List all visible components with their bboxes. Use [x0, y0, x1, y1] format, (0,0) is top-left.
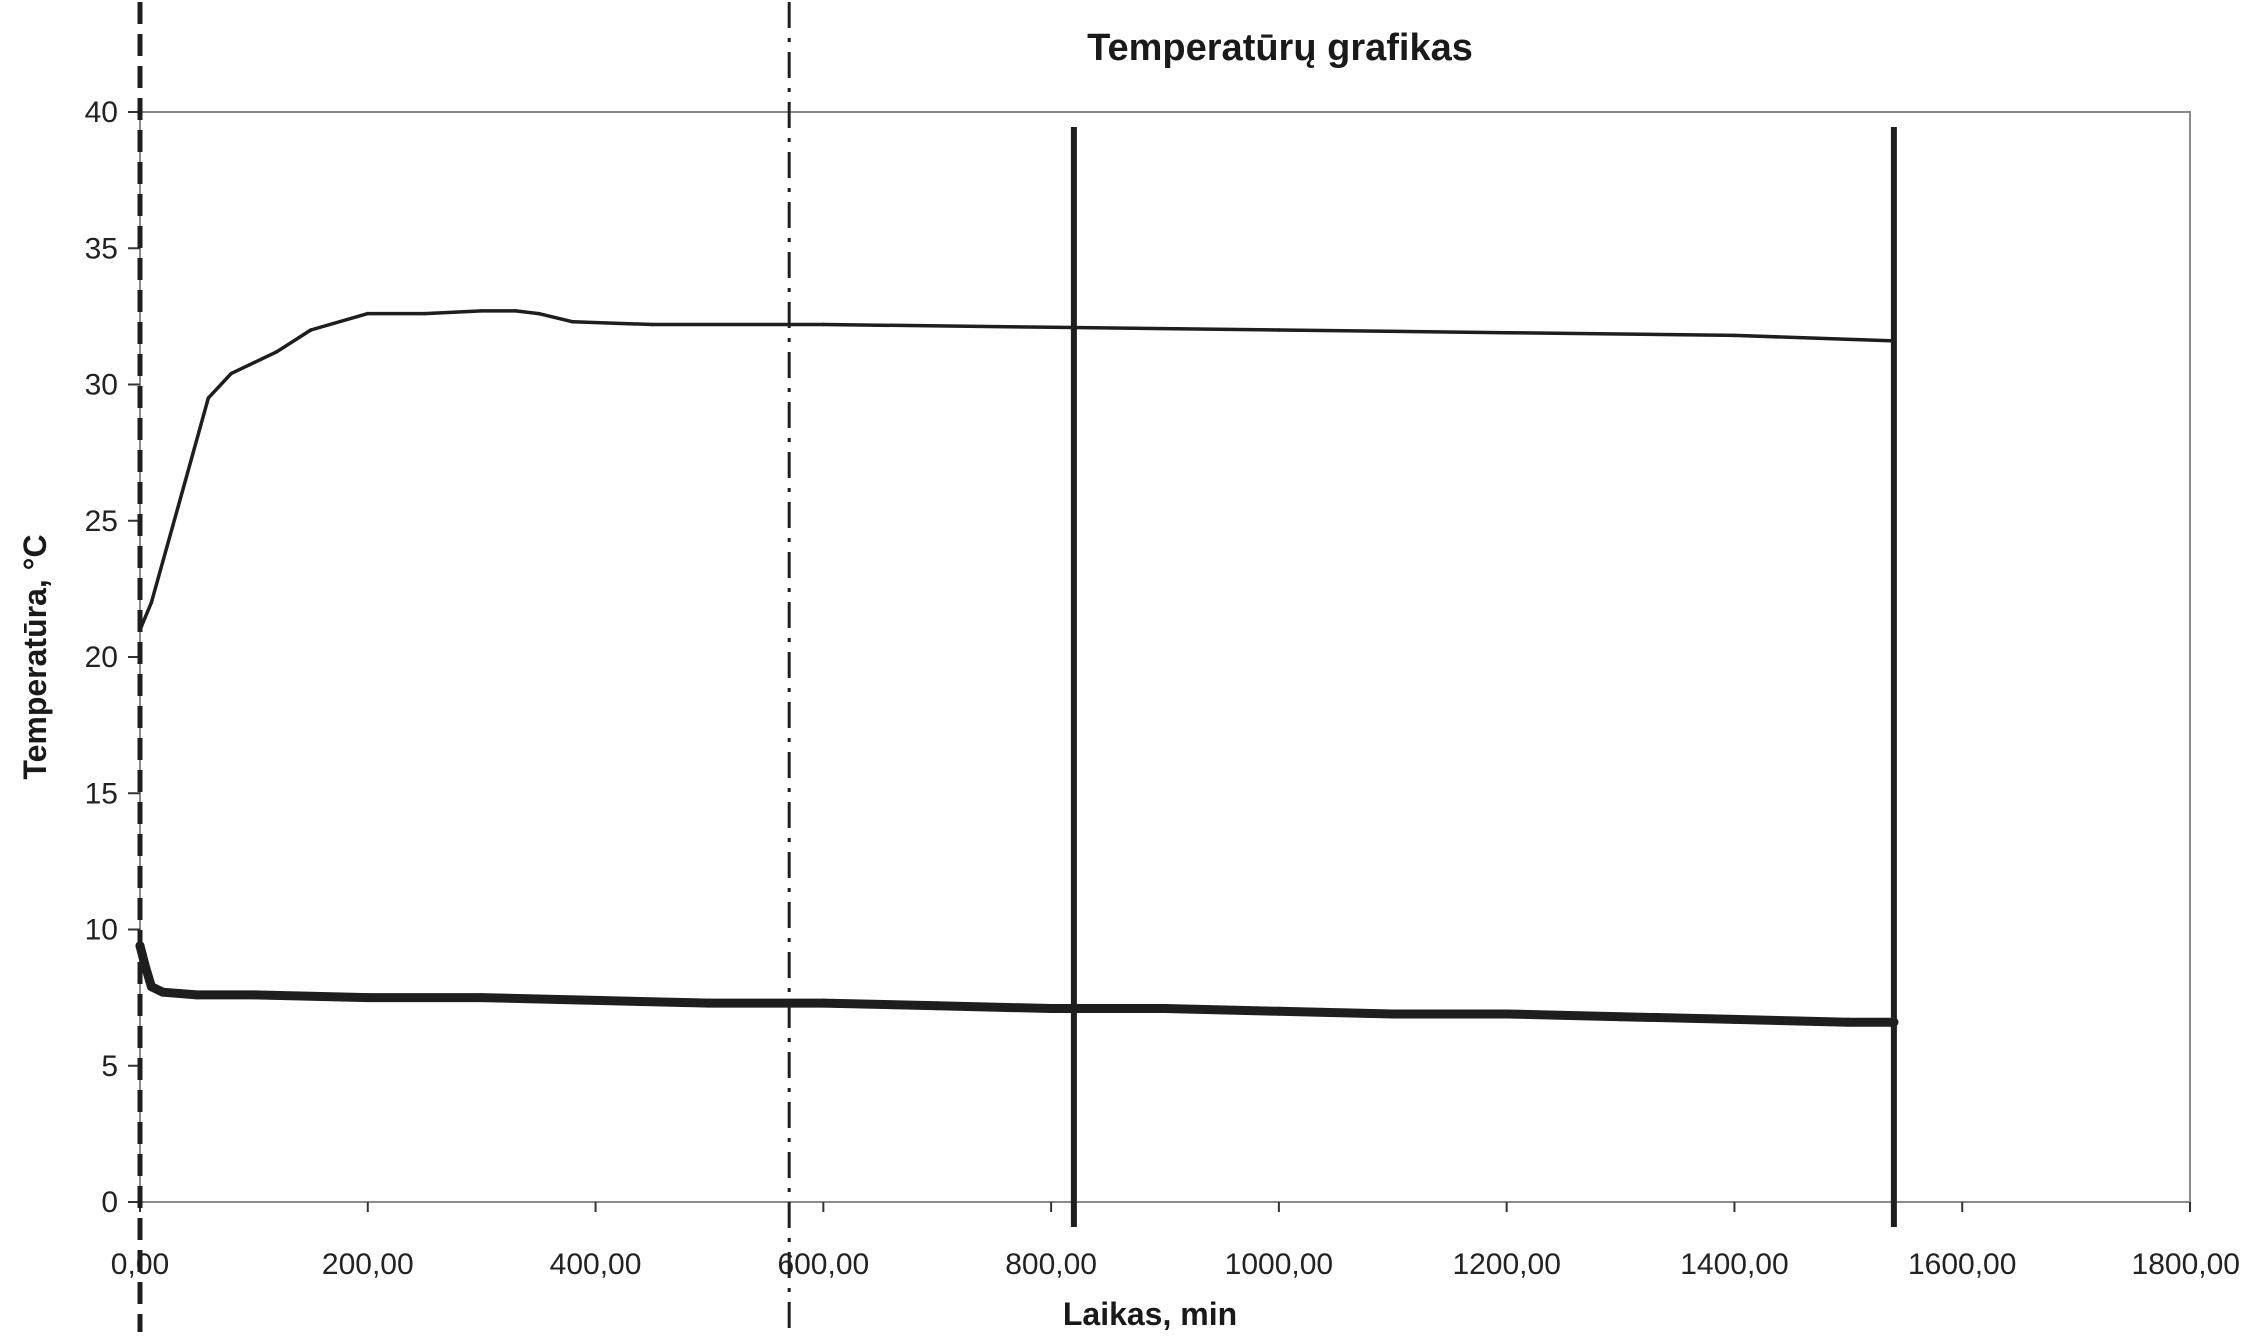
data-point [1049, 325, 1053, 330]
data-point [704, 998, 714, 1008]
data-point [821, 322, 826, 327]
data-point [1502, 1009, 1512, 1019]
x-tick-label: 800,00 [1005, 1248, 1097, 1281]
data-point [571, 320, 575, 324]
series-layer [135, 309, 1899, 1027]
y-tick-label: 0 [101, 1186, 118, 1219]
data-point [1729, 1014, 1739, 1024]
data-point [1843, 1017, 1853, 1027]
data-point [479, 309, 484, 313]
data-point [274, 350, 279, 354]
data-point [818, 998, 828, 1008]
y-tick-label: 15 [85, 777, 118, 810]
data-point [932, 1001, 942, 1011]
data-point [192, 990, 202, 1000]
x-axis-label: Laikas, min [1063, 1296, 1237, 1332]
data-point [149, 600, 154, 605]
y-axis-ticks: 0 5 10 15 20 25 30 35 40 [85, 96, 140, 1219]
y-axis-label: Temperatūra, °C [17, 534, 53, 779]
x-tick-label: 600,00 [777, 1248, 869, 1281]
y-tick-label: 5 [101, 1050, 118, 1083]
data-point [1504, 330, 1509, 335]
y-tick-label: 20 [85, 641, 118, 674]
vertical-markers [137, 2, 1897, 1332]
series-line-1 [138, 309, 1896, 632]
data-point [650, 322, 655, 327]
data-point [158, 987, 168, 997]
chart-title: Temperatūrų grafikas [1087, 27, 1473, 69]
y-tick-label: 35 [85, 232, 118, 265]
data-point [366, 311, 370, 316]
x-tick-label: 400,00 [550, 1248, 642, 1281]
data-point [1616, 1012, 1626, 1022]
data-point [146, 982, 156, 992]
y-tick-label: 10 [85, 914, 118, 947]
data-point [514, 309, 518, 313]
data-point [591, 995, 601, 1005]
data-point [1274, 1006, 1284, 1016]
x-axis-ticks: 0,00200,00400,00600,00800,001000,001200,… [111, 1202, 2240, 1281]
data-point [536, 311, 541, 316]
data-point [422, 311, 427, 316]
data-point [1160, 1004, 1170, 1014]
data-point [249, 990, 259, 1000]
x-tick-label: 200,00 [322, 1248, 414, 1281]
data-point [161, 559, 165, 564]
y-tick-label: 25 [85, 505, 118, 538]
data-point [229, 371, 233, 376]
data-point [1046, 1004, 1056, 1014]
data-point [183, 478, 188, 482]
data-point [141, 963, 151, 973]
y-tick-label: 30 [85, 369, 118, 402]
x-tick-label: 1400,00 [1680, 1248, 1788, 1281]
x-tick-label: 1600,00 [1908, 1248, 2016, 1281]
x-tick-label: 1200,00 [1452, 1248, 1560, 1281]
y-tick-label: 40 [85, 96, 118, 129]
x-tick-label: 1000,00 [1225, 1248, 1333, 1281]
data-point [1388, 1009, 1398, 1019]
x-tick-label: 1800,00 [2132, 1248, 2240, 1281]
data-point [206, 396, 211, 400]
data-point [1732, 333, 1737, 338]
data-point [252, 360, 256, 365]
data-point [477, 993, 487, 1003]
data-point [1277, 328, 1281, 332]
data-point [363, 993, 373, 1003]
data-point [309, 328, 313, 332]
